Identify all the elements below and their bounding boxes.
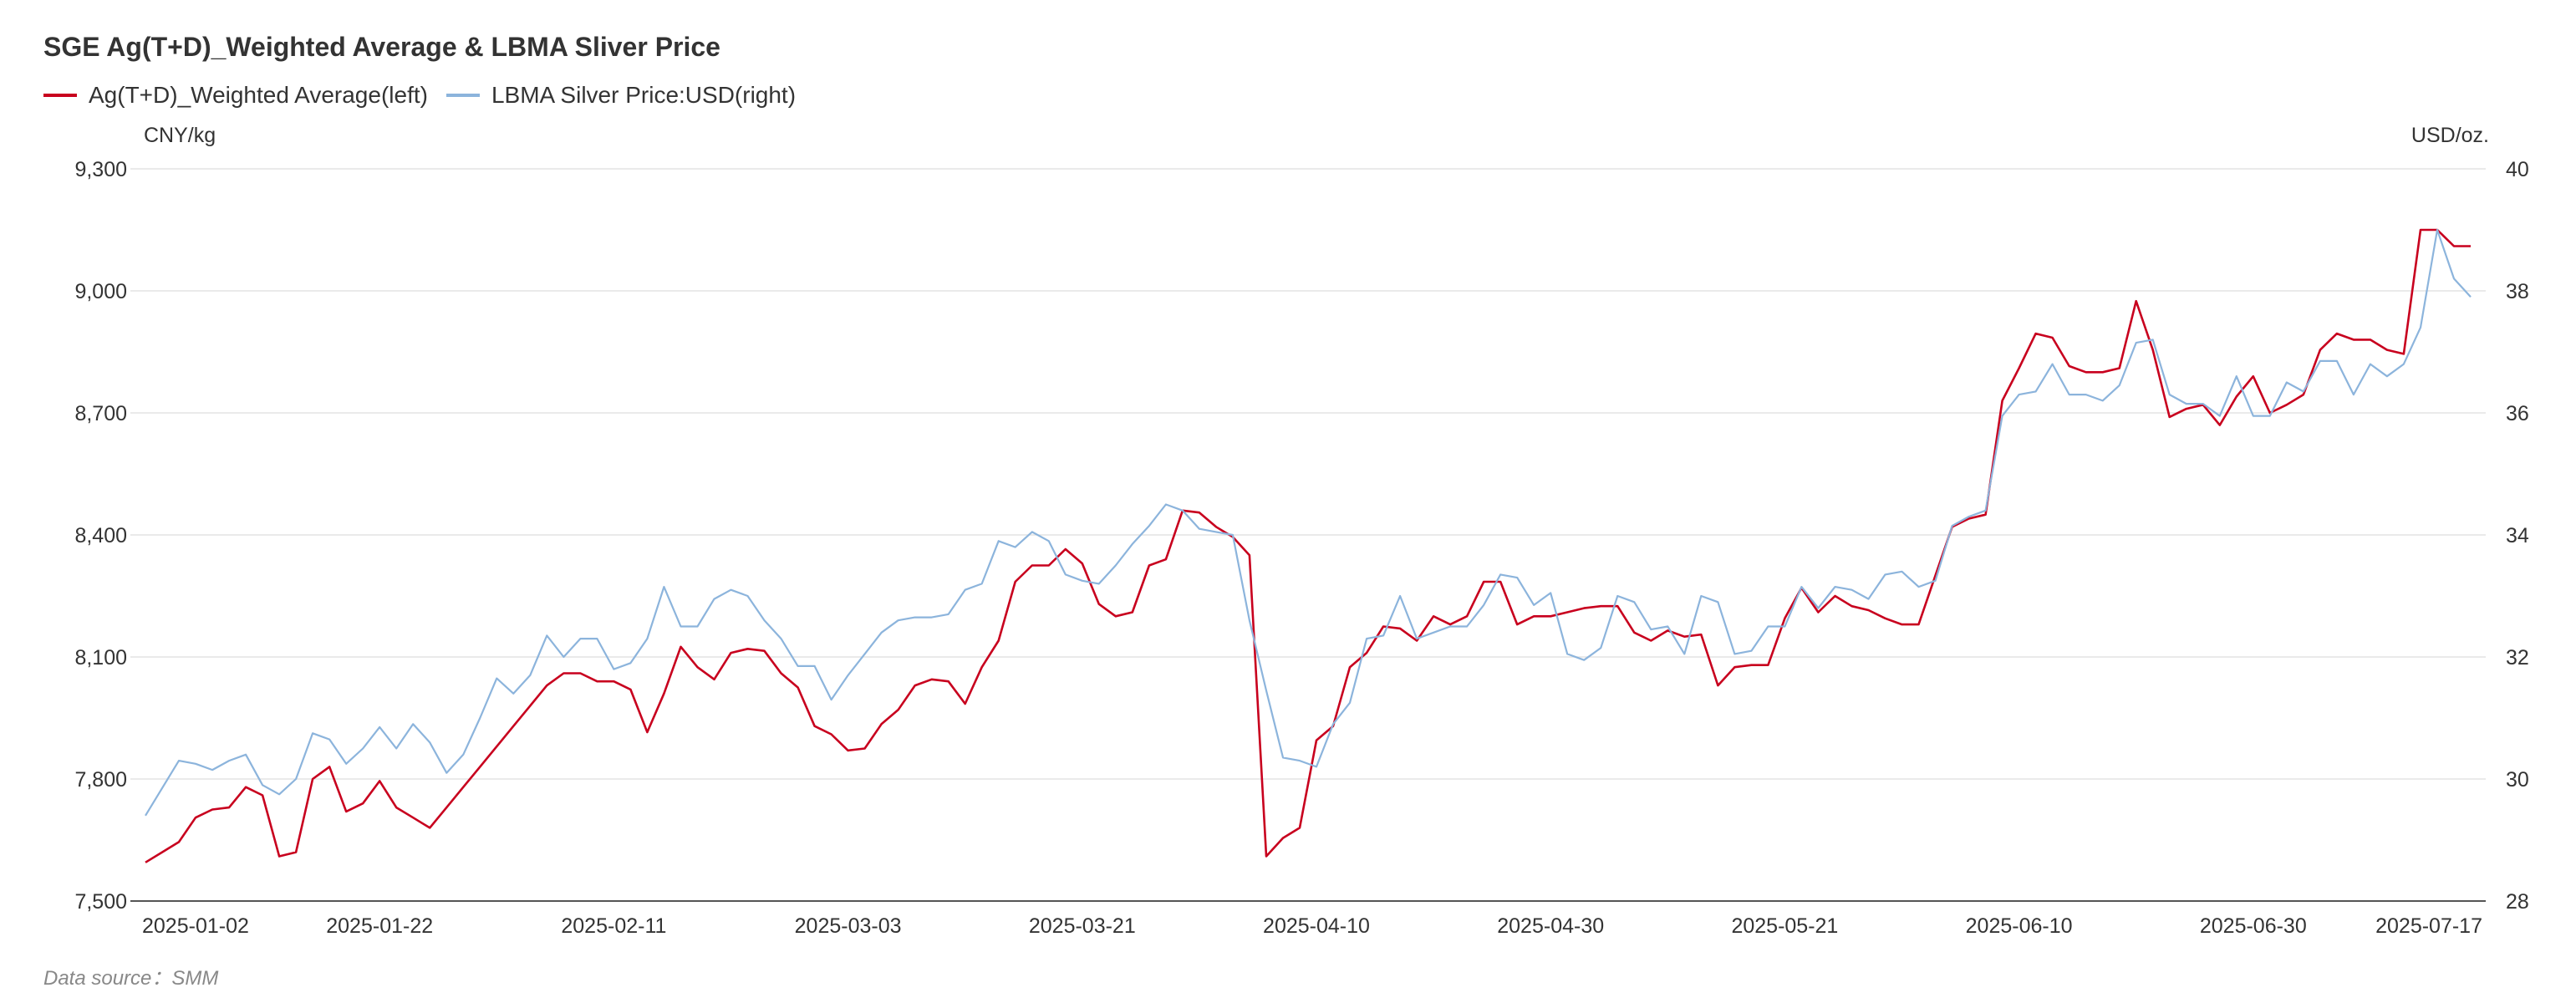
- right-y-tick-label: 36: [2506, 402, 2529, 425]
- right-axis-unit: USD/oz.: [2411, 124, 2489, 147]
- right-y-tick-label: 40: [2506, 158, 2529, 181]
- series-line-lbma-silver-price: [145, 228, 2472, 817]
- legend-swatch-sge: [43, 94, 77, 97]
- left-y-tick-label: 8,400: [74, 524, 127, 547]
- x-tick-label: 2025-01-02: [142, 914, 249, 938]
- x-tick-label: 2025-04-30: [1497, 914, 1604, 938]
- left-y-tick-label: 9,000: [74, 280, 127, 303]
- left-y-tick-label: 8,700: [74, 402, 127, 425]
- left-axis-unit: CNY/kg: [144, 124, 216, 147]
- legend-label-lbma: LBMA Silver Price:USD(right): [491, 82, 797, 108]
- right-y-tick-label: 38: [2506, 280, 2529, 303]
- legend-item-lbma[interactable]: LBMA Silver Price:USD(right): [445, 82, 797, 109]
- x-tick-label: 2025-05-21: [1731, 914, 1838, 938]
- x-tick-label: 2025-04-10: [1263, 914, 1370, 938]
- left-y-tick-label: 7,800: [74, 768, 127, 792]
- chart-plot: 7,500 7,800 8,100 8,400 8,700 9,000 9,300 28 30 3…: [74, 124, 2529, 938]
- right-y-tick-label: 30: [2506, 768, 2529, 792]
- x-tick-label: 2025-03-21: [1029, 914, 1136, 938]
- x-tick-label: 2025-01-22: [326, 914, 433, 938]
- x-tick-label: 2025-03-03: [795, 914, 902, 938]
- legend: Ag(T+D)_Weighted Average(left) LBMA Silv…: [43, 82, 802, 109]
- right-y-tick-label: 32: [2506, 646, 2529, 670]
- x-tick-label: 2025-07-17: [2375, 914, 2482, 938]
- right-y-tick-label: 34: [2506, 524, 2529, 547]
- legend-item-sge[interactable]: Ag(T+D)_Weighted Average(left): [43, 82, 428, 109]
- x-tick-label: 2025-02-11: [561, 914, 666, 938]
- left-y-tick-label: 7,500: [74, 890, 127, 914]
- series-line-sge-weighted-average: [145, 228, 2471, 863]
- left-y-tick-label: 9,300: [74, 158, 127, 181]
- left-y-tick-label: 8,100: [74, 646, 127, 670]
- legend-label-sge: Ag(T+D)_Weighted Average(left): [89, 82, 428, 108]
- x-tick-label: 2025-06-10: [1966, 914, 2073, 938]
- x-tick-label: 2025-06-30: [2200, 914, 2307, 938]
- right-y-tick-label: 28: [2506, 890, 2529, 914]
- legend-swatch-lbma: [445, 94, 480, 97]
- data-source: Data source：SMM: [43, 967, 219, 990]
- chart-title: SGE Ag(T+D)_Weighted Average & LBMA Sliv…: [43, 32, 720, 62]
